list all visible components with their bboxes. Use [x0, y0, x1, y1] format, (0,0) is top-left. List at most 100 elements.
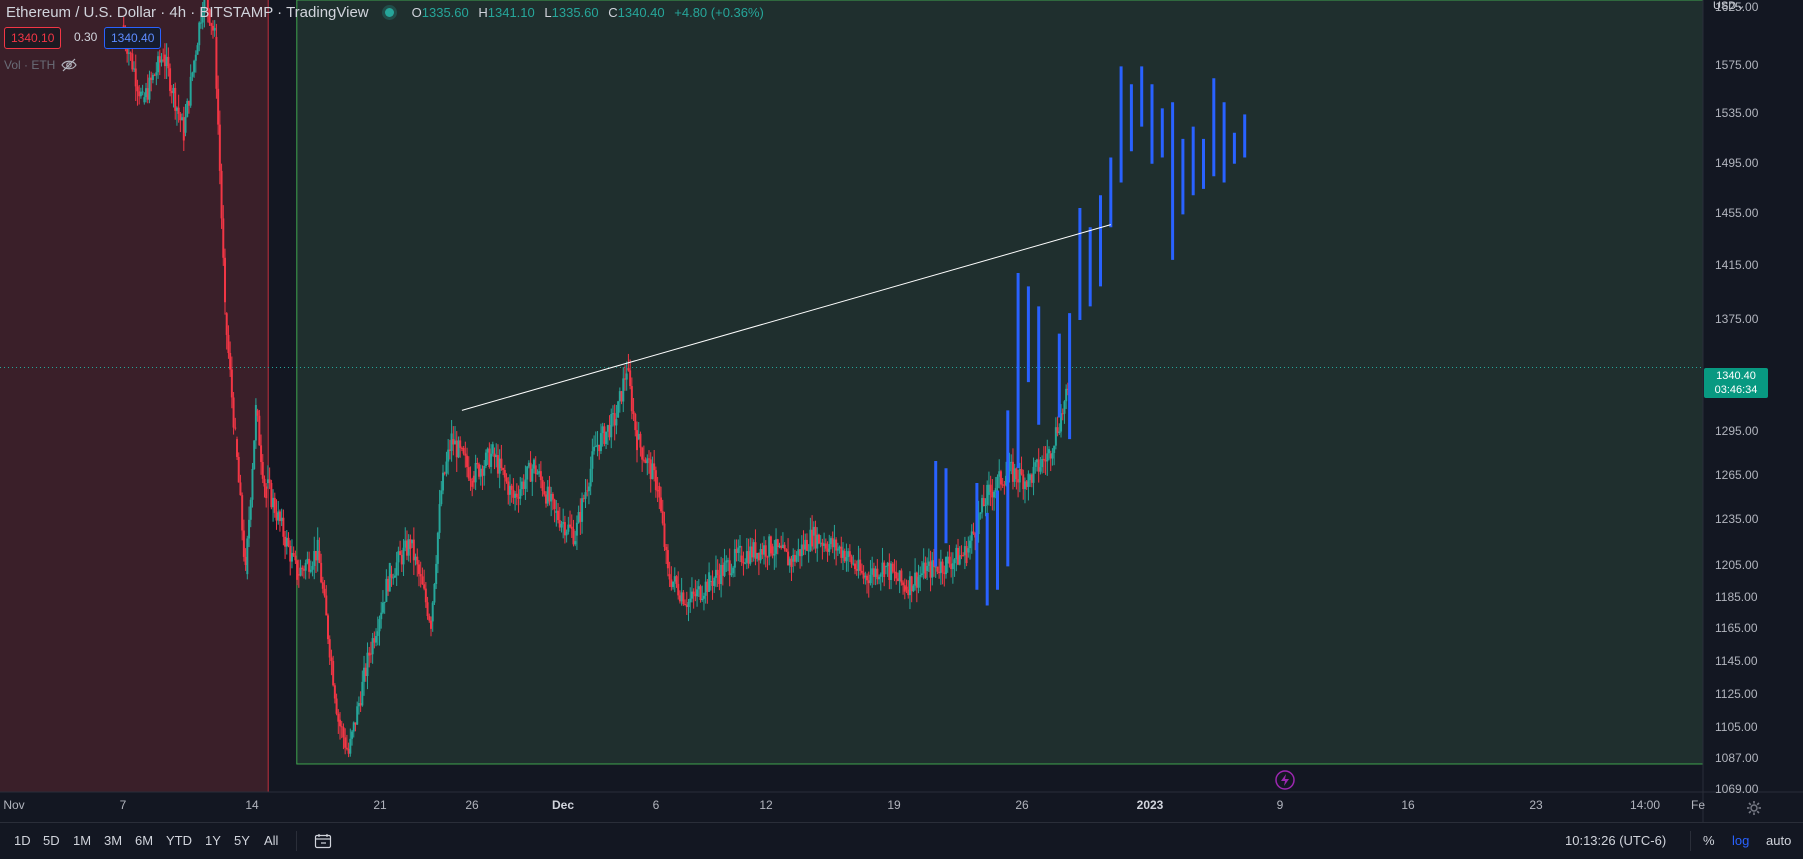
candle-body	[694, 593, 697, 597]
eye-hidden-icon[interactable]	[61, 58, 78, 72]
candle-body	[1061, 413, 1064, 415]
candle-body	[133, 68, 136, 70]
candle-body	[725, 560, 728, 563]
candle-body	[498, 458, 501, 474]
price-tick-label: 1295.00	[1715, 423, 1759, 438]
price-tick-label: 1125.00	[1715, 686, 1758, 701]
candle-body	[884, 566, 887, 568]
candle-body	[636, 430, 638, 451]
candle-body	[289, 545, 292, 562]
candle-body	[1051, 453, 1054, 459]
range-button-3m[interactable]: 3M	[104, 833, 123, 848]
buy-price-button[interactable]: 1340.40	[104, 27, 162, 49]
candle-body	[538, 471, 541, 474]
candle-body	[759, 549, 762, 561]
candle-body	[1011, 461, 1014, 482]
candle-body	[270, 482, 273, 508]
symbol-title[interactable]: Ethereum / U.S. Dollar · 4h · BITSTAMP ·…	[6, 3, 369, 21]
candle-body	[763, 545, 766, 555]
candle-body	[1054, 427, 1057, 446]
candle-body	[261, 462, 264, 479]
candle-body	[495, 455, 498, 458]
candle-body	[838, 546, 841, 549]
auto-scale-button[interactable]: auto	[1766, 833, 1792, 848]
candle-body	[890, 563, 893, 580]
candle-body	[526, 466, 529, 480]
log-scale-button[interactable]: log	[1732, 833, 1750, 848]
candle-body	[524, 479, 527, 489]
gear-icon[interactable]	[1746, 800, 1762, 816]
candle-body	[206, 0, 209, 10]
candle-body	[215, 36, 218, 89]
candle-body	[613, 413, 616, 426]
candle-body	[393, 575, 396, 578]
range-button-6m[interactable]: 6M	[135, 833, 154, 848]
candle-body	[297, 574, 300, 576]
range-button-all[interactable]: All	[264, 833, 279, 848]
candle-body	[387, 578, 390, 592]
currency-selector[interactable]: USD⌄	[1713, 0, 1745, 12]
sell-price-button[interactable]: 1340.10	[4, 27, 62, 49]
candle-body	[1065, 388, 1068, 402]
go-to-date-icon[interactable]	[314, 833, 332, 849]
time-tick-label: Nov	[3, 798, 25, 812]
candle-body	[919, 575, 922, 577]
candle-body	[268, 479, 271, 483]
percent-scale-button[interactable]: %	[1703, 833, 1715, 848]
candle-body	[977, 513, 980, 535]
time-tick-label: 26	[1015, 798, 1029, 812]
range-button-1m[interactable]: 1M	[73, 833, 92, 848]
candle-body	[958, 555, 961, 565]
candle-body	[1030, 474, 1033, 483]
candle-body	[756, 552, 759, 559]
candle-body	[744, 562, 747, 564]
candle-body	[713, 577, 716, 586]
candle-body	[160, 59, 163, 63]
time-tick-label: Dec	[551, 798, 575, 812]
volume-indicator-legend[interactable]: Vol · ETH	[4, 58, 78, 72]
candle-body	[502, 468, 505, 470]
candle-body	[548, 486, 551, 502]
candle-body	[675, 576, 678, 584]
candle-body	[275, 512, 278, 521]
candle-body	[788, 558, 791, 566]
candle-body	[567, 524, 570, 532]
candle-body	[945, 557, 947, 575]
candle-body	[316, 539, 319, 561]
candle-body	[929, 561, 932, 578]
candle-body	[357, 703, 360, 707]
candle-body	[625, 373, 628, 380]
candle-body	[378, 619, 381, 632]
range-button-5y[interactable]: 5Y	[234, 833, 250, 848]
candle-body	[981, 498, 984, 513]
candle-body	[414, 556, 417, 561]
range-button-ytd[interactable]: YTD	[166, 833, 192, 848]
timezone-clock[interactable]: 10:13:26 (UTC-6)	[1565, 833, 1667, 848]
candle-body	[256, 410, 259, 416]
lightning-event-icon[interactable]	[1275, 770, 1295, 790]
range-button-1y[interactable]: 1Y	[205, 833, 221, 848]
range-button-5d[interactable]: 5D	[43, 833, 60, 848]
candle-body	[519, 489, 522, 499]
candle-body	[987, 484, 990, 495]
candle-body	[931, 560, 934, 578]
candle-body	[392, 577, 395, 579]
candle-body	[680, 592, 683, 602]
candle-body	[339, 719, 342, 727]
candle-body	[515, 493, 518, 498]
range-button-1d[interactable]: 1D	[14, 833, 31, 848]
candle-body	[251, 468, 254, 500]
candle-body	[224, 257, 226, 303]
candle-body	[500, 458, 503, 469]
candle-body	[131, 53, 134, 70]
candle-body	[388, 563, 391, 592]
candle-body	[290, 552, 293, 562]
candle-body	[553, 499, 556, 510]
candle-body	[642, 459, 645, 461]
price-tick-label: 1265.00	[1715, 467, 1759, 482]
candle-body	[611, 413, 614, 415]
candle-body	[833, 539, 836, 548]
candle-body	[496, 455, 499, 474]
candle-body	[127, 52, 130, 54]
